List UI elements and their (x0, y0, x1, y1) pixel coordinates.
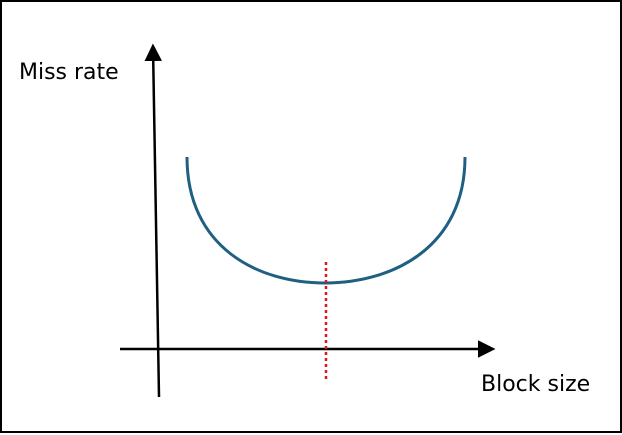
y-axis-label: Miss rate (19, 60, 119, 85)
y-axis (144, 43, 162, 398)
x-axis-label: Block size (481, 372, 590, 397)
